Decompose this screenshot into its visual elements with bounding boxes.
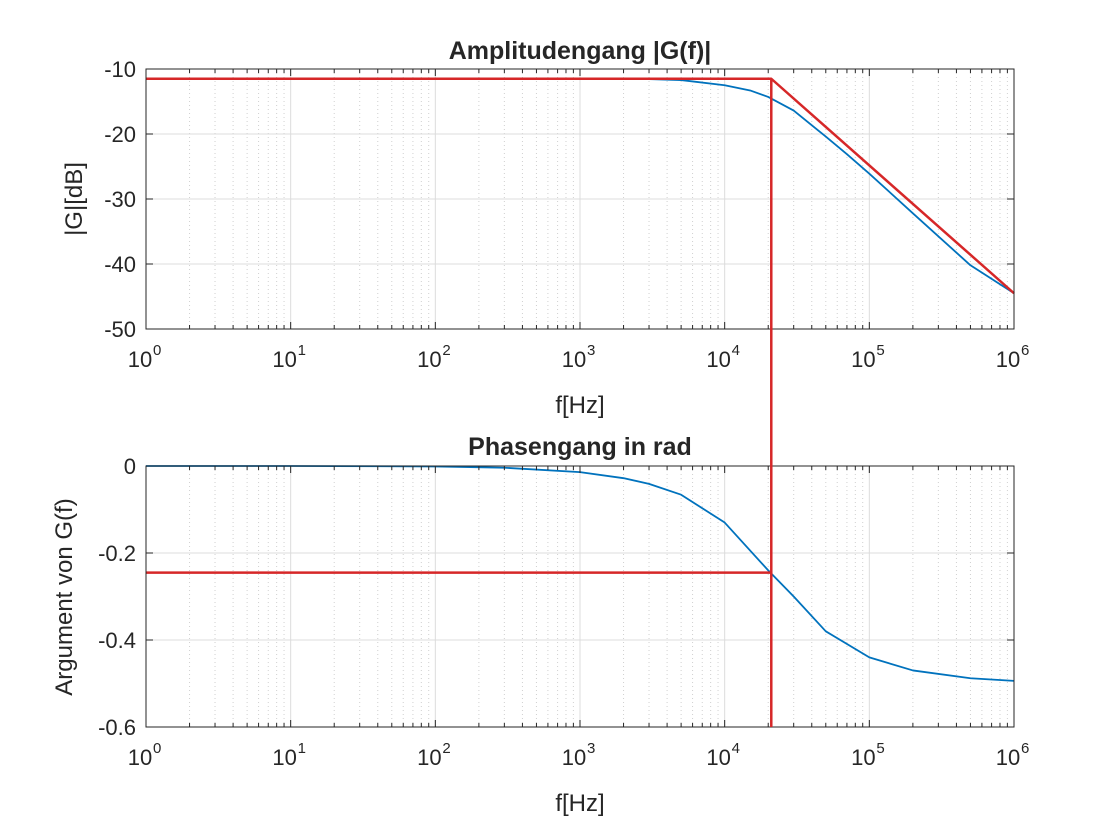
y-tick-label: -40 — [104, 252, 136, 277]
amplitude-y-axis-label: |G|[dB] — [61, 162, 88, 236]
x-tick-label-exponent: 0 — [153, 342, 161, 359]
x-tick-label: 10 — [417, 347, 441, 372]
x-tick-label-exponent: 4 — [732, 342, 740, 359]
x-tick-label: 10 — [417, 745, 441, 770]
x-tick-label: 10 — [851, 745, 875, 770]
x-tick-label: 10 — [706, 745, 730, 770]
y-tick-label: 0 — [124, 454, 136, 479]
x-tick-label-exponent: 2 — [442, 740, 450, 757]
x-tick-label: 10 — [562, 745, 586, 770]
x-tick-label: 10 — [706, 347, 730, 372]
y-tick-label: -0.4 — [98, 628, 136, 653]
y-tick-label: -0.2 — [98, 541, 136, 566]
x-tick-label-exponent: 1 — [298, 740, 306, 757]
x-tick-label-exponent: 6 — [1021, 740, 1029, 757]
x-tick-label: 10 — [562, 347, 586, 372]
x-tick-label: 10 — [996, 347, 1020, 372]
x-tick-label-exponent: 3 — [587, 740, 595, 757]
phase-title: Phasengang in rad — [468, 433, 692, 461]
phase-tick-marks — [145, 465, 1015, 728]
amplitude-title: Amplitudengang |G(f)| — [449, 37, 712, 65]
x-tick-label: 10 — [996, 745, 1020, 770]
x-tick-label-exponent: 1 — [298, 342, 306, 359]
amplitude-x-axis-label: f[Hz] — [555, 392, 604, 419]
y-tick-label: -0.6 — [98, 715, 136, 740]
phase-x-tick-labels: 10 0 10 1 10 2 10 3 10 4 10 5 10 6 — [128, 740, 1030, 770]
x-tick-label: 10 — [128, 347, 152, 372]
x-tick-label-exponent: 0 — [153, 740, 161, 757]
phase-plot: 10 0 10 1 10 2 10 3 10 4 10 5 10 6 0-0.2-0.4-0.6 Phas… — [51, 433, 1029, 817]
phase-series-0-line — [146, 465, 1015, 682]
x-tick-label-exponent: 5 — [876, 740, 884, 757]
y-tick-label: -10 — [104, 57, 136, 82]
x-tick-label: 10 — [272, 745, 296, 770]
x-tick-label-exponent: 6 — [1021, 342, 1029, 359]
x-tick-label-exponent: 4 — [732, 740, 740, 757]
x-tick-label: 10 — [851, 347, 875, 372]
phase-series — [146, 465, 1015, 682]
amplitude-plot: 10 0 10 1 10 2 10 3 10 4 10 5 10 6 -10-20-30-40-50 Am… — [61, 37, 1029, 419]
phase-y-axis-label: Argument von G(f) — [51, 498, 78, 695]
y-tick-label: -20 — [104, 122, 136, 147]
amplitude-tick-marks — [145, 68, 1015, 330]
x-tick-label-exponent: 3 — [587, 342, 595, 359]
x-tick-label-exponent: 2 — [442, 342, 450, 359]
amplitude-x-tick-labels: 10 0 10 1 10 2 10 3 10 4 10 5 10 6 — [128, 342, 1030, 372]
x-tick-label-exponent: 5 — [876, 342, 884, 359]
x-tick-label: 10 — [128, 745, 152, 770]
phase-x-axis-label: f[Hz] — [555, 790, 604, 817]
amplitude-y-tick-labels: -10 -20 -30 -40 -50 — [104, 57, 136, 342]
phase-y-tick-labels: 0 -0.2 -0.4 -0.6 — [98, 454, 136, 740]
x-tick-label: 10 — [272, 347, 296, 372]
amplitude-minor-grid — [189, 69, 1008, 329]
y-tick-label: -50 — [104, 317, 136, 342]
y-tick-label: -30 — [104, 187, 136, 212]
